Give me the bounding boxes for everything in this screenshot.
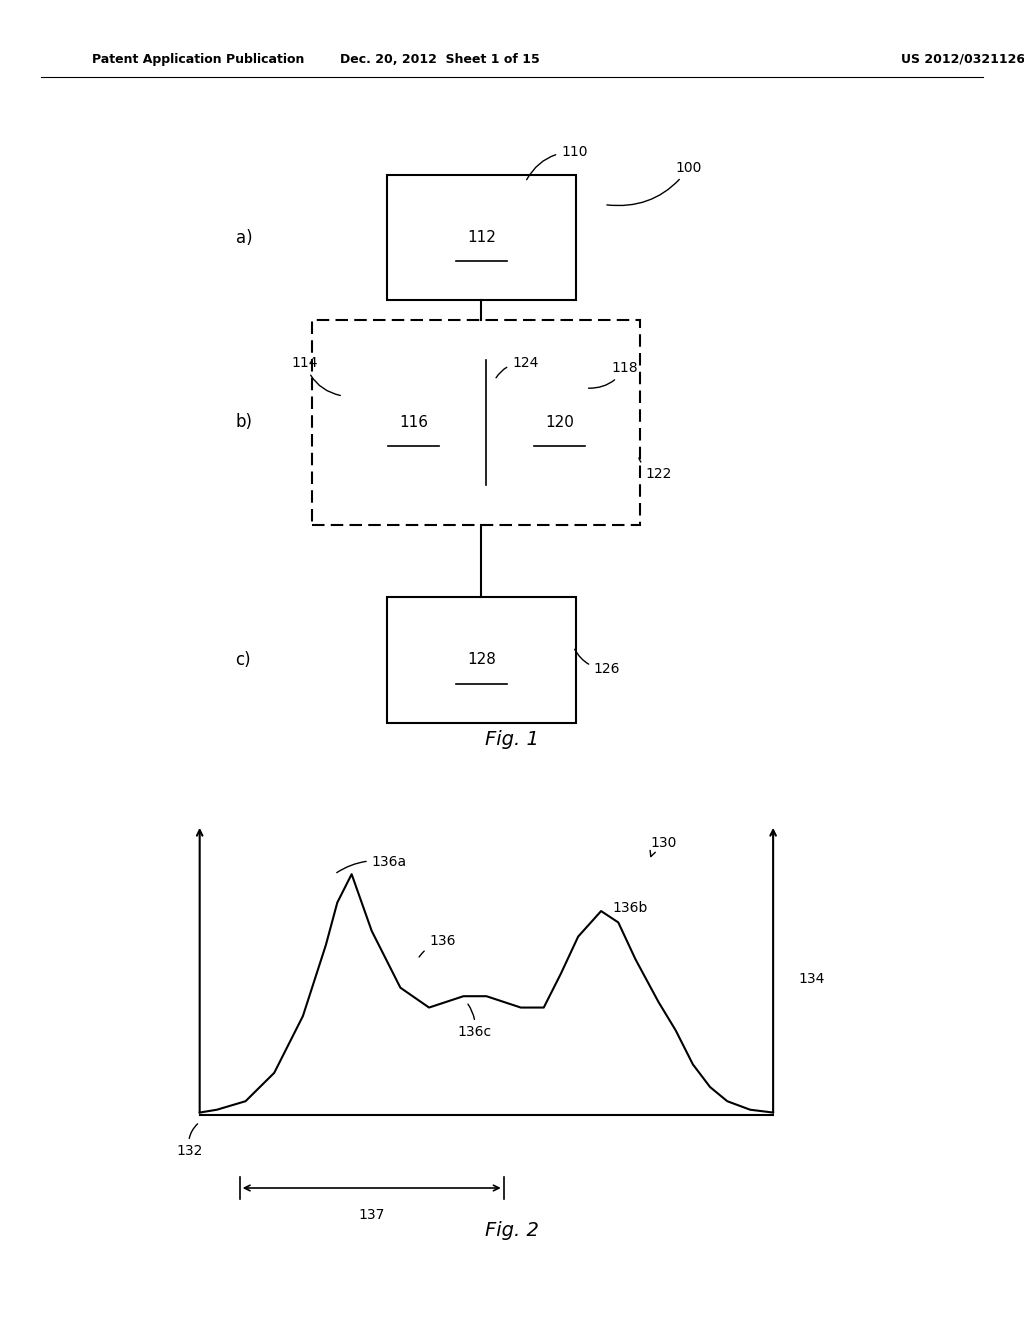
Text: 130: 130 [650, 837, 677, 857]
Text: 136b: 136b [612, 902, 648, 915]
Text: 126: 126 [574, 649, 621, 676]
Text: Patent Application Publication: Patent Application Publication [92, 53, 304, 66]
Text: 137: 137 [358, 1208, 385, 1222]
Text: a): a) [236, 228, 252, 247]
Text: 114: 114 [292, 356, 340, 396]
FancyBboxPatch shape [345, 359, 616, 484]
FancyBboxPatch shape [386, 597, 575, 722]
Text: 118: 118 [589, 362, 638, 388]
Text: 134: 134 [799, 972, 825, 986]
Text: c): c) [236, 651, 251, 669]
Text: 136c: 136c [458, 1005, 492, 1039]
Text: US 2012/0321126 A1: US 2012/0321126 A1 [901, 53, 1024, 66]
Text: 124: 124 [496, 356, 539, 378]
Text: Dec. 20, 2012  Sheet 1 of 15: Dec. 20, 2012 Sheet 1 of 15 [340, 53, 541, 66]
Text: 112: 112 [467, 230, 496, 246]
Text: 132: 132 [176, 1123, 203, 1158]
Text: 100: 100 [607, 161, 702, 206]
Text: Fig. 1: Fig. 1 [485, 730, 539, 748]
Text: 128: 128 [467, 652, 496, 668]
FancyBboxPatch shape [386, 176, 575, 301]
Text: Fig. 2: Fig. 2 [485, 1221, 539, 1239]
Text: 120: 120 [545, 414, 573, 430]
Text: b): b) [236, 413, 253, 432]
Text: 110: 110 [526, 145, 588, 180]
Text: 116: 116 [399, 414, 428, 430]
Text: 136a: 136a [337, 854, 407, 873]
Text: 136: 136 [419, 935, 456, 957]
FancyBboxPatch shape [312, 319, 640, 524]
Text: 122: 122 [639, 458, 672, 480]
